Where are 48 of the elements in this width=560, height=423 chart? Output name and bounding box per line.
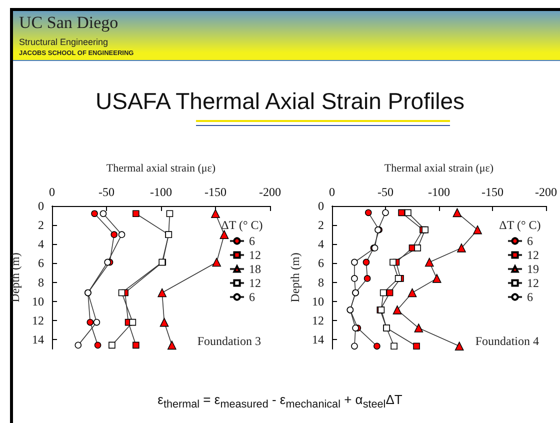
annotation: Foundation 4 (475, 334, 540, 348)
y-tick-label: 6 (318, 256, 324, 270)
x-tick-label: -150 (204, 185, 226, 199)
x-tick-label: -50 (378, 185, 394, 199)
text: UC San Diego (19, 13, 118, 33)
y-axis-title: Depth (m) (8, 252, 22, 302)
x-tick-label: -200 (535, 185, 557, 199)
y-tick-label: 8 (318, 275, 324, 290)
x-tick-label: 0 (49, 185, 55, 199)
y-axis-title: Depth (m) (288, 252, 302, 302)
annotation: Foundation 3 (197, 334, 262, 348)
y-tick-label: 12 (32, 313, 44, 328)
x-tick-label: -100 (150, 185, 172, 199)
x-axis-title: Thermal axial strain (με) (106, 162, 216, 174)
y-tick-label: 0 (318, 199, 324, 213)
legend-label: 6 (249, 290, 255, 304)
legend-label: 6 (527, 234, 533, 248)
y-tick-label: 10 (312, 294, 324, 308)
y-tick-label: 2 (318, 218, 324, 232)
y-tick-label: 8 (38, 275, 44, 290)
y-tick-label: 10 (32, 294, 44, 308)
legend-label: 19 (527, 262, 539, 276)
y-tick-label: 6 (38, 256, 44, 270)
chart-title: USAFA Thermal Axial Strain Profiles (94, 88, 466, 115)
y-tick-label: 14 (312, 332, 324, 346)
legend-label: 18 (249, 262, 261, 276)
x-axis-title: Thermal axial strain (με) (384, 162, 494, 174)
x-tick-label: 0 (329, 185, 335, 199)
legend-title: ΔT (° C) (499, 218, 541, 232)
x-tick-label: -200 (259, 185, 281, 199)
y-tick-label: 4 (38, 237, 44, 252)
y-tick-label: 14 (32, 332, 44, 346)
legend-label: 6 (249, 234, 255, 248)
legend-label: 6 (527, 290, 533, 304)
x-tick-label: -100 (428, 185, 450, 199)
legend-label: 12 (249, 276, 261, 290)
legend-title: ΔT (° C) (221, 218, 263, 232)
legend-label: 12 (249, 248, 261, 262)
x-tick-label: -150 (482, 185, 504, 199)
y-tick-label: 4 (318, 237, 324, 252)
legend-label: 12 (527, 248, 539, 262)
text: Structural Engineering (19, 37, 108, 47)
text: ε$_{thermal}$ = ε$_{measured}$ - ε$_{mechanical}$ + α$_{steel}$ΔT (158, 392, 402, 411)
y-tick-label: 2 (38, 218, 44, 232)
y-tick-label: 0 (38, 199, 44, 213)
legend-label: 12 (527, 276, 539, 290)
y-tick-label: 12 (312, 313, 324, 328)
x-tick-label: -50 (98, 185, 114, 199)
